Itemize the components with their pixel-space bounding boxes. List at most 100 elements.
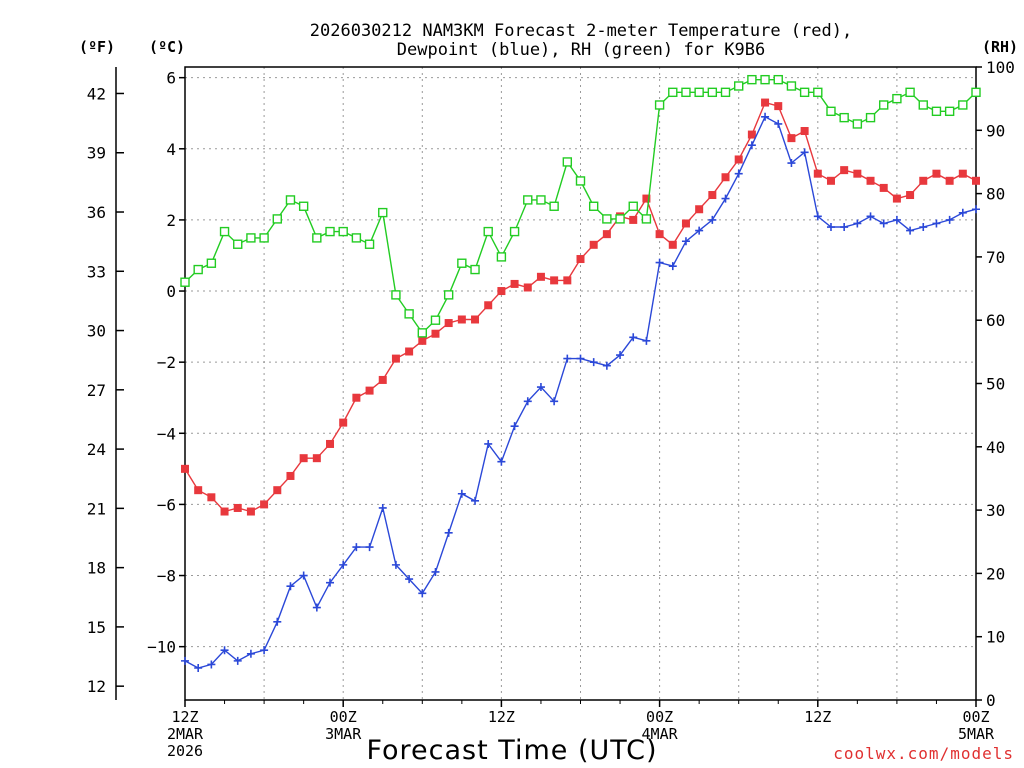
fahrenheit-tick-label: 30 xyxy=(87,322,106,341)
dewpoint-point xyxy=(220,646,229,655)
celsius-tick-label: −8 xyxy=(157,567,176,586)
dewpoint-point xyxy=(378,503,387,512)
dewpoint-point xyxy=(391,560,400,569)
rh-point xyxy=(747,74,757,85)
dewpoint-point xyxy=(972,205,980,214)
rh-point xyxy=(654,100,665,110)
dewpoint-point xyxy=(563,354,572,363)
temperature-point xyxy=(286,471,295,480)
rh-point xyxy=(668,87,678,98)
celsius-tick-label: 0 xyxy=(166,282,176,301)
dewpoint-point xyxy=(497,457,506,466)
dewpoint-point xyxy=(826,223,835,232)
temperature-point xyxy=(536,272,545,281)
rh-point xyxy=(523,195,533,205)
rh-point xyxy=(944,106,955,117)
temperature-point xyxy=(800,127,809,136)
dewpoint-point xyxy=(444,528,453,537)
temperature-point xyxy=(326,439,335,448)
rh-tick-label: 90 xyxy=(986,121,1005,140)
x-tick-label: 5MAR xyxy=(958,725,995,743)
chart-title-line-2: Dewpoint (blue), RH (green) for K9B6 xyxy=(397,40,765,60)
dewpoint-point xyxy=(194,663,203,672)
temperature-point xyxy=(906,191,915,200)
temperature-point xyxy=(655,230,664,239)
rh-point xyxy=(272,214,282,224)
dewpoint-point xyxy=(246,649,255,658)
dewpoint-point xyxy=(655,258,664,267)
dewpoint-point xyxy=(418,589,427,598)
temperature-point xyxy=(721,173,730,182)
temperature-point xyxy=(642,194,651,203)
rh-point xyxy=(298,201,309,211)
dewpoint-point xyxy=(906,226,915,235)
rh-unit-label: (RH) xyxy=(982,38,1018,56)
rh-point xyxy=(852,119,863,129)
temperature-point xyxy=(708,191,717,200)
dewpoint-point xyxy=(299,571,308,580)
temperature-point xyxy=(932,169,941,178)
temperature-point xyxy=(378,375,387,384)
dewpoint-point xyxy=(774,119,783,128)
x-tick-label: 12Z xyxy=(488,708,515,726)
temperature-point xyxy=(629,215,638,224)
celsius-tick-label: −6 xyxy=(157,495,176,514)
celsius-tick-label: 4 xyxy=(166,140,176,159)
dewpoint-point xyxy=(695,226,704,235)
temperature-point xyxy=(246,507,255,516)
rh-point xyxy=(813,87,823,98)
rh-point xyxy=(312,233,322,243)
temperature-point xyxy=(391,354,400,363)
rh-point xyxy=(799,87,810,98)
dewpoint-point xyxy=(866,212,875,221)
fahrenheit-tick-label: 39 xyxy=(87,144,106,163)
dewpoint-point xyxy=(840,223,849,232)
rh-point xyxy=(206,258,217,268)
dewpoint-point xyxy=(761,112,770,121)
dewpoint-point xyxy=(312,603,321,612)
rh-tick-label: 40 xyxy=(986,438,1005,457)
dewpoint-point xyxy=(576,354,585,363)
rh-point xyxy=(588,201,599,211)
dewpoint-point xyxy=(589,358,598,367)
x-tick-label: 12Z xyxy=(171,708,198,726)
x-tick-label: 2026 xyxy=(167,742,203,760)
temperature-point xyxy=(431,329,440,338)
temperature-point xyxy=(207,493,216,502)
temperature-point xyxy=(734,155,743,164)
rh-point xyxy=(378,207,388,218)
dewpoint-point xyxy=(945,215,954,224)
dewpoint-point xyxy=(273,617,282,626)
rh-point xyxy=(536,195,546,205)
rh-point xyxy=(694,87,704,98)
fahrenheit-tick-label: 21 xyxy=(87,499,106,518)
fahrenheit-unit-label: (ºF) xyxy=(79,38,115,56)
rh-point xyxy=(404,309,414,319)
rh-point xyxy=(391,290,401,300)
data-series xyxy=(180,74,981,672)
dewpoint-point xyxy=(747,141,756,150)
rh-point xyxy=(193,264,203,275)
rh-point xyxy=(443,290,454,300)
rh-point xyxy=(246,233,256,243)
rh-point xyxy=(180,277,190,287)
rh-point xyxy=(496,252,507,262)
credit-label: coolwx.com/models xyxy=(833,744,1014,763)
temperature-point xyxy=(958,169,967,178)
dewpoint-point xyxy=(853,219,862,228)
x-tick-label: 4MAR xyxy=(642,725,679,743)
temperature-point xyxy=(919,176,928,185)
temperature-point xyxy=(747,130,756,139)
celsius-unit-label: (ºC) xyxy=(149,38,185,56)
rh-point xyxy=(615,214,625,224)
temperature-point xyxy=(813,169,822,178)
temperature-point xyxy=(826,176,835,185)
dewpoint-point xyxy=(339,560,348,569)
temperature-point xyxy=(853,169,862,178)
rh-point xyxy=(483,226,493,237)
temperature-point xyxy=(260,500,269,509)
temperature-point xyxy=(299,454,308,463)
dewpoint-point xyxy=(800,148,809,157)
rh-tick-label: 0 xyxy=(986,691,996,710)
x-tick-label: 00Z xyxy=(330,708,357,726)
